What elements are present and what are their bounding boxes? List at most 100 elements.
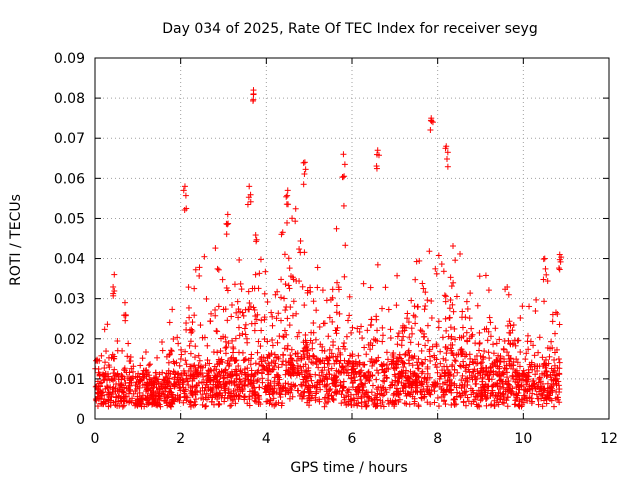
data-point (324, 391, 331, 398)
data-point (165, 379, 172, 386)
data-point (174, 374, 181, 381)
data-point (104, 321, 111, 328)
data-point (271, 363, 278, 370)
data-point (379, 305, 386, 312)
data-point (451, 396, 458, 403)
data-point (390, 360, 397, 367)
data-point (98, 352, 105, 359)
data-point (329, 286, 336, 293)
data-point (275, 382, 282, 389)
data-point (437, 360, 444, 367)
data-point (479, 391, 486, 398)
data-point (443, 327, 450, 334)
data-point (317, 357, 324, 364)
data-point (387, 334, 394, 341)
data-point (228, 302, 235, 309)
data-point (142, 349, 149, 356)
data-point (492, 362, 499, 369)
data-point (143, 386, 150, 393)
data-point (462, 368, 469, 375)
data-point (412, 320, 419, 327)
y-tick-label: 0.06 (54, 171, 85, 187)
x-axis-label: GPS time / hours (290, 460, 407, 476)
data-point (328, 350, 335, 357)
data-point (516, 398, 523, 405)
data-point (298, 371, 305, 378)
data-point (534, 384, 541, 391)
data-point (235, 314, 242, 321)
data-point (245, 357, 252, 364)
data-point (450, 396, 457, 403)
data-point (556, 359, 563, 366)
data-point (333, 225, 340, 232)
data-point (123, 369, 130, 376)
data-point (286, 285, 293, 292)
data-point (190, 372, 197, 379)
data-point (181, 183, 188, 190)
data-point (111, 366, 118, 373)
data-point (183, 361, 190, 368)
data-point (367, 284, 374, 291)
data-point (125, 340, 132, 347)
y-tick-label: 0.03 (54, 292, 85, 308)
data-point (150, 397, 157, 404)
data-point (311, 353, 318, 360)
data-point (177, 393, 184, 400)
data-point (450, 243, 457, 250)
data-point (229, 397, 236, 404)
data-point (396, 396, 403, 403)
data-point (241, 325, 248, 332)
data-point (457, 394, 464, 401)
data-point (500, 393, 507, 400)
data-point (133, 401, 140, 408)
data-point (235, 324, 242, 331)
data-point (460, 399, 467, 406)
data-point (144, 369, 151, 376)
data-point (134, 396, 141, 403)
data-point (535, 379, 542, 386)
data-point (375, 370, 382, 377)
data-point (110, 283, 117, 290)
data-point (390, 392, 397, 399)
data-point (238, 286, 245, 293)
data-point (233, 309, 240, 316)
data-point (167, 402, 174, 409)
data-point (115, 393, 122, 400)
data-point (474, 302, 481, 309)
data-point (255, 367, 262, 374)
data-point (244, 201, 251, 208)
data-point (340, 378, 347, 385)
data-point (553, 371, 560, 378)
data-point (319, 287, 326, 294)
data-point (304, 289, 311, 296)
data-point (217, 381, 224, 388)
data-point (228, 394, 235, 401)
data-point (487, 333, 494, 340)
data-point (410, 312, 417, 319)
data-point (425, 337, 432, 344)
data-point (514, 371, 521, 378)
data-point (485, 287, 492, 294)
data-point (524, 332, 531, 339)
data-point (310, 352, 317, 359)
data-point (153, 384, 160, 391)
data-point (461, 389, 468, 396)
data-point (433, 381, 440, 388)
data-point (207, 385, 214, 392)
data-point (271, 351, 278, 358)
data-point (478, 359, 485, 366)
x-tick-label: 8 (433, 431, 442, 447)
data-point (246, 306, 253, 313)
data-point (171, 360, 178, 367)
data-point (269, 337, 276, 344)
data-point (378, 390, 385, 397)
data-point (200, 373, 207, 380)
data-point (250, 96, 257, 103)
data-point (219, 276, 226, 283)
data-point (95, 389, 102, 396)
data-point (292, 350, 299, 357)
data-point (253, 238, 260, 245)
data-point (451, 380, 458, 387)
y-axis-label: ROTI / TECUs (8, 194, 24, 286)
data-point (128, 365, 135, 372)
